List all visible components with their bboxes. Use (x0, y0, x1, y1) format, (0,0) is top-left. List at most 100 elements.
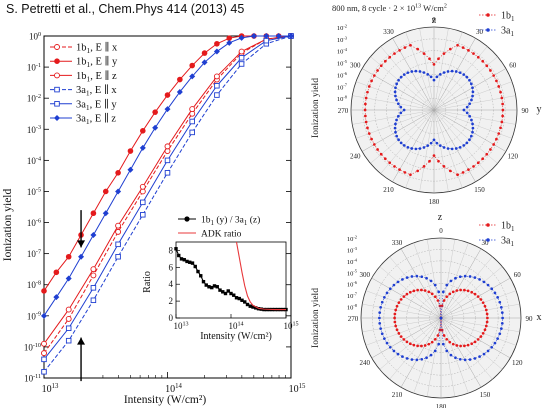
polar-spoke (371, 317, 442, 359)
polar-series-point (458, 275, 462, 279)
polar-series-point (462, 73, 466, 76)
polar-series-point (410, 70, 414, 73)
polar-series-point (492, 74, 496, 77)
main-xlabel: Intensity (W/cm²) (124, 394, 206, 406)
polar-bottom-axis-x: x (537, 312, 542, 323)
polar-series-point (429, 279, 433, 283)
inset-series-point (179, 257, 184, 261)
polar-radial-label: 10-4 (347, 257, 358, 266)
main-series-point (250, 33, 257, 39)
polar-series-point (426, 144, 430, 148)
polar-series-point (430, 292, 434, 296)
polar-series-point (396, 114, 400, 118)
polar-angle-label: 30 (482, 239, 490, 247)
polar-series-point (364, 96, 368, 100)
main-series-point (213, 48, 220, 55)
main-series-point (189, 73, 196, 80)
polar-series-point (466, 343, 470, 347)
polar-angle-label: 300 (360, 271, 371, 279)
polar-series-point (446, 70, 450, 73)
main-series-point (214, 82, 220, 89)
polar-series-point (481, 301, 485, 305)
main-series-point (189, 62, 195, 69)
polar-series-point (406, 145, 410, 149)
polar-series-point (495, 79, 498, 83)
main-series-point (201, 50, 208, 56)
main-series-point (115, 222, 122, 229)
inset-series-point (177, 253, 181, 258)
polar-series-point (394, 94, 397, 98)
polar-series-point (472, 52, 475, 55)
polar-angle-label: 0 (439, 227, 443, 235)
polar-series-point (492, 143, 496, 146)
polar-series-point (372, 143, 376, 146)
main-series-point (53, 269, 60, 276)
polar-series-point (383, 337, 386, 340)
polar-series-point (454, 356, 457, 360)
polar-series-point (406, 71, 410, 75)
polar-series-point (394, 324, 398, 328)
polar-series-point (448, 169, 452, 173)
inset-series-point (174, 247, 178, 251)
main-series-point (90, 231, 97, 238)
polar-series-point (476, 338, 480, 341)
polar-series-point (468, 358, 472, 361)
polar-series-point (466, 289, 470, 293)
polar-series-point (462, 108, 466, 112)
inset-series-point (234, 296, 239, 300)
main-series-point (164, 143, 171, 150)
inset-series-point (223, 291, 228, 296)
polar-series-point (432, 138, 436, 142)
polar-series-point (465, 141, 469, 145)
main-y-tick-label: 100 (29, 32, 41, 42)
polar-series-point (433, 337, 437, 341)
polar-series-point (399, 335, 403, 338)
polar-series-point (414, 69, 418, 73)
polar-series-point (486, 316, 489, 320)
polar-series-point (455, 289, 459, 292)
main-series-point (139, 144, 146, 151)
main-y-tick-label: 10-5 (27, 187, 41, 197)
polar-series-point (392, 349, 396, 353)
polar-series-point (478, 278, 481, 281)
polar-series-point (422, 52, 426, 55)
polar-series-point (393, 312, 397, 316)
polar-series-point (388, 55, 392, 59)
polar-series-point (399, 105, 403, 109)
main-legend-item: 1b1, E ∥ y (50, 56, 118, 69)
polar-spoke (400, 317, 442, 388)
polar-series-point (500, 311, 504, 314)
polar-series-point (463, 344, 466, 348)
inset-series-point (190, 261, 195, 265)
polar-angle-label: 180 (429, 198, 440, 206)
inset-series-point (210, 285, 214, 290)
main-series-point (164, 92, 171, 98)
polar-angle-label: 240 (360, 359, 371, 367)
polar-series-point (395, 304, 399, 308)
polar-series-point (449, 279, 453, 283)
main-series-point (65, 275, 72, 282)
polar-angle-label: 0 (432, 16, 436, 24)
polar-series-point (428, 159, 431, 163)
polar-angle-label: 270 (348, 315, 359, 323)
inset-series-point (218, 288, 222, 292)
polar-angle-label: 300 (350, 62, 361, 70)
main-series-point (78, 253, 85, 260)
main-series-point (115, 241, 121, 248)
main-legend-label: 1b1, E ∥ z (76, 70, 117, 84)
polar-series-point (467, 48, 470, 52)
polar-series-point (479, 335, 483, 338)
polar-series-point (402, 295, 406, 298)
polar-series-point (415, 358, 419, 362)
main-series-point (102, 188, 109, 195)
main-series-point (41, 340, 47, 347)
polar-series-point (445, 283, 449, 287)
polar-series-point (420, 275, 424, 279)
polar-radial-label: 10-2 (337, 23, 347, 32)
main-y-tick-label: 10-6 (27, 218, 41, 228)
polar-series-point (370, 137, 373, 141)
polar-series-point (422, 165, 426, 168)
polar-series-point (432, 63, 436, 66)
polar-series-point (473, 340, 477, 344)
